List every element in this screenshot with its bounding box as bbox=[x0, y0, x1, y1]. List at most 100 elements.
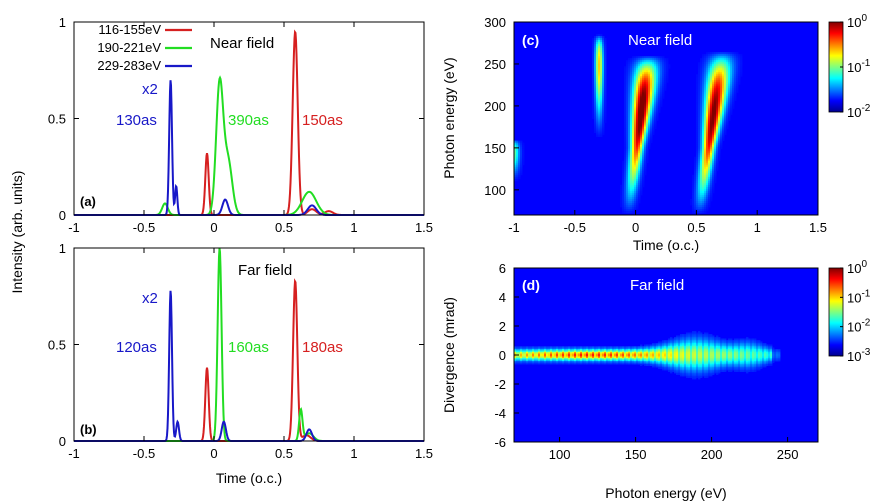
heatmap-c-cell bbox=[622, 194, 625, 198]
heatmap-d-cell bbox=[574, 347, 577, 350]
heatmap-c-cell bbox=[654, 90, 657, 93]
heatmap-d-cell bbox=[720, 350, 723, 353]
heatmap-d-cell bbox=[658, 362, 661, 365]
panel-b-xtick-label: 0 bbox=[210, 446, 217, 461]
heatmap-d-cell bbox=[698, 331, 701, 333]
heatmap-c-cell bbox=[636, 158, 639, 162]
heatmap-c-cell bbox=[520, 162, 523, 166]
heatmap-d-cell bbox=[534, 352, 537, 354]
heatmap-d-cell bbox=[646, 364, 649, 366]
heatmap-c-cell bbox=[698, 118, 701, 121]
heatmap-d-cell bbox=[522, 352, 525, 354]
heatmap-d-cell bbox=[690, 338, 693, 341]
heatmap-d-cell bbox=[528, 353, 531, 356]
heatmap-c-cell bbox=[720, 100, 723, 103]
heatmap-d-cell bbox=[660, 362, 663, 365]
heatmap-c-cell bbox=[710, 162, 713, 166]
heatmap-c-cell bbox=[638, 152, 641, 156]
heatmap-c-cell bbox=[628, 114, 631, 117]
heatmap-d-cell bbox=[546, 361, 549, 363]
heatmap-c-cell bbox=[696, 206, 699, 210]
heatmap-c-cell bbox=[626, 162, 629, 166]
heatmap-d-cell bbox=[746, 364, 749, 366]
heatmap-c-cell bbox=[718, 130, 721, 133]
heatmap-d-cell bbox=[684, 361, 687, 363]
heatmap-d-cell bbox=[722, 344, 725, 347]
heatmap-c-cell bbox=[652, 60, 655, 63]
heatmap-c-cell bbox=[640, 94, 643, 97]
heatmap-d-cell bbox=[700, 367, 703, 369]
heatmap-c-cell bbox=[700, 150, 703, 154]
heatmap-d-cell bbox=[634, 349, 637, 351]
heatmap-d-cell bbox=[690, 352, 693, 354]
heatmap-c-cell bbox=[726, 94, 729, 97]
heatmap-c-cell bbox=[710, 148, 713, 152]
heatmap-c-cell bbox=[698, 100, 701, 103]
heatmap-d-cell bbox=[732, 349, 735, 351]
heatmap-c-cell bbox=[704, 136, 707, 139]
heatmap-c-cell bbox=[708, 74, 711, 77]
heatmap-d-cell bbox=[704, 352, 707, 354]
heatmap-c-cell bbox=[646, 148, 649, 152]
heatmap-d-cell bbox=[710, 365, 713, 368]
heatmap-d-cell bbox=[722, 364, 725, 366]
heatmap-d-cell bbox=[674, 340, 677, 342]
heatmap-d-cell bbox=[574, 350, 577, 353]
heatmap-d-cell bbox=[538, 359, 541, 362]
heatmap-d-cell bbox=[568, 350, 571, 353]
heatmap-c-cell bbox=[630, 206, 633, 210]
heatmap-d-cell bbox=[704, 374, 707, 377]
heatmap-d-cell bbox=[666, 353, 669, 356]
heatmap-c-cell bbox=[712, 178, 715, 182]
heatmap-d-cell bbox=[528, 361, 531, 363]
heatmap-c-cell bbox=[632, 146, 635, 150]
heatmap-c-cell bbox=[520, 172, 523, 176]
heatmap-c-cell bbox=[706, 76, 709, 79]
heatmap-c-cell bbox=[636, 80, 639, 83]
heatmap-c-cell bbox=[624, 156, 627, 160]
heatmap-c-cell bbox=[604, 120, 607, 123]
heatmap-c-cell bbox=[722, 56, 725, 59]
heatmap-c-cell bbox=[592, 48, 595, 51]
heatmap-c-cell bbox=[624, 78, 627, 81]
heatmap-c-cell bbox=[706, 110, 709, 113]
heatmap-d-cell bbox=[662, 356, 665, 359]
heatmap-d-cell bbox=[664, 350, 667, 353]
heatmap-d-cell bbox=[676, 343, 679, 345]
heatmap-c-cell bbox=[716, 58, 719, 61]
heatmap-d-cell bbox=[520, 349, 523, 351]
heatmap-c-cell bbox=[522, 154, 525, 158]
heatmap-d-cell bbox=[578, 359, 581, 362]
heatmap-c-cell bbox=[696, 90, 699, 93]
heatmap-d-cell bbox=[648, 352, 651, 354]
heatmap-d-cell bbox=[664, 349, 667, 351]
heatmap-d-cell bbox=[694, 376, 697, 378]
heatmap-c-cell bbox=[708, 126, 711, 129]
heatmap-c-cell bbox=[624, 100, 627, 103]
heatmap-d-cell bbox=[656, 346, 659, 348]
heatmap-c-cell bbox=[598, 98, 601, 101]
heatmap-c-cell bbox=[624, 114, 627, 117]
heatmap-c-cell bbox=[602, 122, 605, 125]
heatmap-d-cell bbox=[688, 350, 691, 353]
heatmap-c-cell bbox=[642, 76, 645, 79]
heatmap-c-cell bbox=[726, 114, 729, 117]
heatmap-c-cell bbox=[630, 210, 633, 214]
heatmap-d-cell bbox=[680, 364, 683, 366]
heatmap-c-cell bbox=[708, 94, 711, 97]
heatmap-c-cell bbox=[722, 120, 725, 123]
heatmap-d-cell bbox=[718, 353, 721, 356]
heatmap-c-cell bbox=[694, 196, 697, 200]
heatmap-c-cell bbox=[708, 136, 711, 139]
heatmap-c-cell bbox=[730, 106, 733, 109]
heatmap-c-cell bbox=[648, 94, 651, 97]
heatmap-c-cell bbox=[604, 72, 607, 75]
heatmap-d-cell bbox=[698, 368, 701, 371]
heatmap-c-cell bbox=[720, 142, 723, 146]
heatmap-d-cell bbox=[634, 356, 637, 359]
heatmap-d-cell bbox=[636, 355, 639, 357]
heatmap-d-cell bbox=[720, 358, 723, 360]
heatmap-c-cell bbox=[626, 168, 629, 172]
heatmap-d-cell bbox=[712, 344, 715, 347]
heatmap-c-cell bbox=[648, 144, 651, 148]
